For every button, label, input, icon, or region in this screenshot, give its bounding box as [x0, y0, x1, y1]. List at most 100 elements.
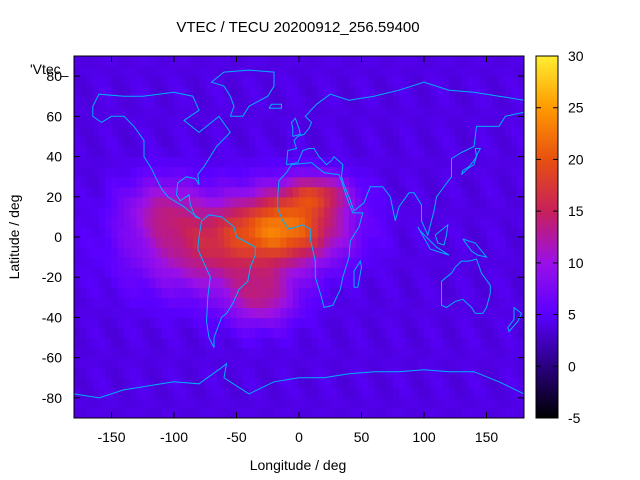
heatmap-cell [517, 397, 524, 409]
heatmap-cell [230, 126, 238, 138]
heatmap-cell [505, 206, 513, 218]
heatmap-cell [349, 156, 356, 168]
heatmap-cell [111, 287, 119, 298]
heatmap-cell [130, 397, 138, 409]
heatmap-cell [355, 146, 363, 158]
coastline-indonesia [417, 226, 450, 256]
heatmap-cell [386, 166, 394, 178]
heatmap-cell [261, 186, 269, 198]
coastline-antarctica [74, 362, 524, 399]
heatmap-cell [361, 367, 369, 379]
heatmap-cell [174, 257, 181, 268]
heatmap-cell [386, 287, 394, 298]
heatmap-cell [230, 387, 238, 399]
heatmap-cell [242, 297, 250, 308]
heatmap-cell [211, 96, 219, 107]
heatmap-cell [411, 166, 419, 178]
heatmap-cell [267, 337, 275, 349]
heatmap-cell [411, 267, 419, 278]
heatmap-cell [361, 337, 369, 349]
heatmap-cell [236, 277, 244, 288]
heatmap-cell [449, 247, 456, 258]
heatmap-cell [186, 337, 194, 349]
heatmap-cell [474, 327, 481, 339]
heatmap-cell [267, 357, 275, 369]
heatmap-cell [480, 206, 488, 218]
heatmap-cell [292, 126, 300, 138]
heatmap-cell [392, 327, 400, 339]
heatmap-cell [111, 196, 119, 208]
heatmap-cell [99, 327, 106, 339]
heatmap-cell [474, 297, 481, 308]
heatmap-cell [436, 96, 444, 107]
heatmap-cell [305, 186, 313, 198]
heatmap-cell [105, 206, 113, 218]
heatmap-cell [474, 347, 481, 359]
heatmap-cell [411, 146, 419, 158]
heatmap-cell [80, 126, 88, 138]
heatmap-cell [299, 377, 306, 389]
heatmap-cell [330, 287, 338, 298]
coastline-japan [461, 148, 482, 176]
heatmap-cell [136, 196, 144, 208]
heatmap-cell [417, 116, 425, 127]
heatmap-cell [242, 186, 250, 198]
heatmap-cell [417, 367, 425, 379]
heatmap-cell [374, 96, 381, 107]
heatmap-cell [386, 176, 394, 188]
heatmap-cell [92, 237, 100, 248]
heatmap-cell [255, 237, 263, 248]
heatmap-cell [199, 226, 206, 238]
heatmap-cell [105, 216, 113, 228]
heatmap-cell [424, 257, 431, 268]
heatmap-cell [461, 206, 469, 218]
heatmap-cell [286, 226, 294, 238]
heatmap-cell [380, 397, 388, 409]
heatmap-cell [286, 196, 294, 208]
heatmap-cell [436, 337, 444, 349]
heatmap-cell [436, 297, 444, 308]
heatmap-cell [299, 247, 306, 258]
heatmap-cell [424, 357, 431, 369]
heatmap-cell [230, 297, 238, 308]
heatmap-cell [474, 86, 481, 97]
heatmap-cell [342, 96, 350, 107]
colorbar-tick-label: 10 [568, 255, 584, 271]
heatmap-cell [124, 377, 131, 389]
heatmap-cell [430, 317, 438, 329]
heatmap-cell [86, 126, 94, 138]
heatmap-cell [124, 96, 131, 107]
heatmap-cell [242, 56, 250, 67]
heatmap-cell [486, 196, 494, 208]
heatmap-cell [167, 347, 175, 359]
coastline-new-zealand [507, 307, 523, 333]
heatmap-cell [105, 377, 113, 389]
heatmap-cell [374, 206, 381, 218]
heatmap-cell [99, 287, 106, 298]
heatmap-cell [330, 166, 338, 178]
heatmap-cell [342, 136, 350, 148]
heatmap-cell [74, 337, 81, 349]
heatmap-cell [505, 66, 513, 77]
heatmap-cell [280, 96, 288, 107]
heatmap-cell [199, 166, 206, 178]
heatmap-cell [117, 116, 125, 127]
heatmap-cell [142, 257, 150, 268]
heatmap-cell [180, 76, 188, 87]
heatmap-cell [192, 176, 200, 188]
heatmap-cell [442, 407, 450, 418]
heatmap-cell [349, 357, 356, 369]
heatmap-cell [161, 347, 169, 359]
heatmap-cell [186, 116, 194, 127]
heatmap-cell [261, 327, 269, 339]
heatmap-cell [480, 287, 488, 298]
heatmap-cell [267, 106, 275, 117]
heatmap-cell [361, 116, 369, 127]
heatmap-cell [224, 196, 231, 208]
heatmap-cell [136, 226, 144, 238]
heatmap-cell [324, 76, 331, 87]
heatmap-cell [367, 297, 375, 308]
heatmap-cell [492, 76, 500, 87]
heatmap-cell [355, 96, 363, 107]
heatmap-cell [261, 76, 269, 87]
